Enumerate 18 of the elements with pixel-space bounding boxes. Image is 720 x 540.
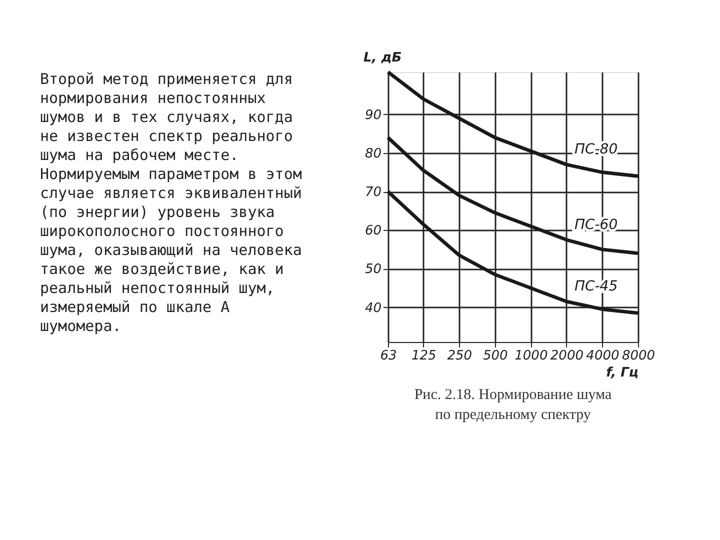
x-tick-label: 500 xyxy=(482,348,508,364)
y-tick-label: 90 xyxy=(364,108,382,123)
x-tick-label: 1000 xyxy=(514,348,548,364)
y-tick-label: 70 xyxy=(364,185,382,200)
x-tick-label: 250 xyxy=(447,348,472,364)
x-tick-label: 4000 xyxy=(586,348,620,364)
y-tick-label: 80 xyxy=(364,146,382,162)
y-tick-label: 50 xyxy=(364,262,382,278)
y-tick-label: 60 xyxy=(364,224,382,239)
y-tick-label: 40 xyxy=(364,300,382,316)
x-tick-label: 125 xyxy=(411,348,436,364)
text: Второй метод применяется для нормирования непостоянных шумов и в тех случаях, когда не известен спектр реального шума на рабочем месте. Нормируемым параметром в этом случае является эквивалентный (по энергии) уровень звука широкополосного постоянного шума, оказывающий на человека такое же воздействие, как и реальный непостоянный шум, измеряемый по шкале А шумомера. xyxy=(40,70,302,335)
x-axis-title: f, Гц xyxy=(606,366,638,380)
text: Рис. 2.18. Нормирование шума по предельному спектру xyxy=(414,387,612,423)
x-tick-label: 63 xyxy=(380,348,397,364)
x-tick-label: 2000 xyxy=(550,348,584,364)
x-tick-label: 8000 xyxy=(622,348,656,364)
y-axis-title: L, дБ xyxy=(364,50,402,66)
